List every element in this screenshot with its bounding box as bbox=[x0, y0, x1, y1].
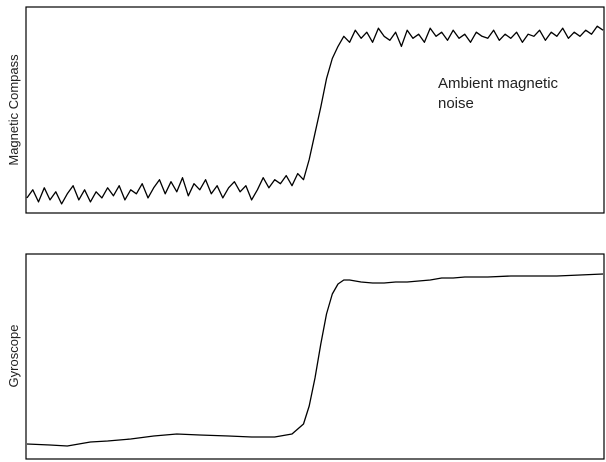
compass-annotation-line-1: Ambient magnetic bbox=[438, 75, 559, 92]
compass-annotation: Ambient magnetic noise bbox=[438, 75, 562, 112]
gyroscope-y-axis-label: Gyroscope bbox=[6, 325, 21, 388]
gyroscope-line bbox=[26, 273, 604, 447]
gyroscope-chart: Gyroscope bbox=[6, 253, 605, 460]
gyroscope-plot-area bbox=[25, 253, 605, 460]
gyroscope-series bbox=[26, 273, 604, 447]
compass-series bbox=[26, 25, 604, 205]
compass-y-axis-label: Magnetic Compass bbox=[6, 54, 21, 166]
compass-chart: Magnetic Compass Ambient magnetic noise bbox=[6, 6, 605, 214]
compass-plot-area bbox=[25, 6, 605, 214]
compass-line bbox=[26, 25, 604, 205]
compass-annotation-line-2: noise bbox=[438, 95, 474, 112]
